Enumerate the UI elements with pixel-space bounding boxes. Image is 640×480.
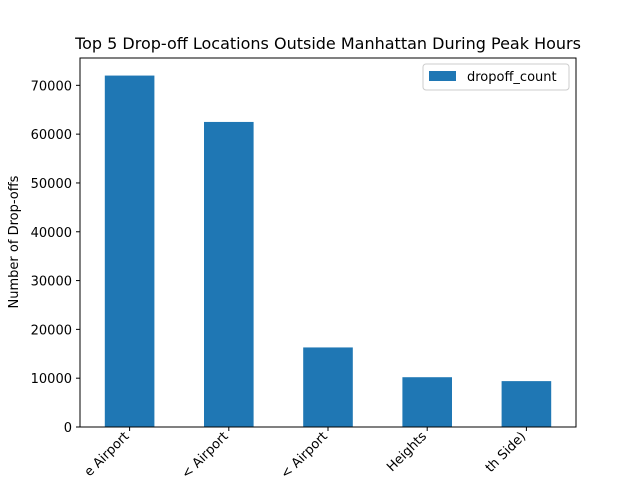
bar bbox=[104, 75, 155, 428]
bar bbox=[402, 377, 452, 427]
y-axis-label: Number of Drop-offs bbox=[7, 175, 22, 308]
y-tick-label: 10000 bbox=[31, 372, 72, 387]
legend-swatch bbox=[429, 71, 456, 81]
y-tick-label: 70000 bbox=[31, 79, 72, 94]
y-tick-label: 30000 bbox=[31, 275, 72, 290]
x-tick-label: th Side) bbox=[483, 429, 529, 475]
bar bbox=[204, 121, 254, 427]
bar bbox=[303, 347, 353, 427]
x-tick-label: e Airport bbox=[82, 429, 133, 480]
y-tick-label: 0 bbox=[64, 421, 72, 436]
plot-area: 0 10000 20000 30000 40000 50000 60000 70000 e Ai… bbox=[31, 57, 577, 480]
x-tick-label: < Airport bbox=[278, 429, 331, 480]
y-tick-label: 60000 bbox=[31, 128, 72, 143]
legend: dropoff_count bbox=[422, 63, 570, 91]
x-tick-label: Heights bbox=[384, 429, 430, 475]
y-tick-label: 50000 bbox=[31, 177, 72, 192]
legend-frame bbox=[422, 63, 570, 91]
legend-label: dropoff_count bbox=[467, 70, 557, 85]
y-tick-label: 20000 bbox=[31, 323, 72, 338]
x-tick-label: < Airport bbox=[179, 429, 232, 480]
y-tick-label: 40000 bbox=[31, 226, 72, 241]
chart-title: Top 5 Drop-off Locations Outside Manhatt… bbox=[74, 34, 581, 53]
bar bbox=[501, 381, 552, 427]
